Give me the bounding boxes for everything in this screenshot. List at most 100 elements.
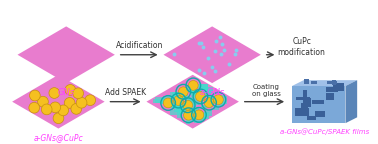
Circle shape: [41, 104, 52, 115]
Bar: [327, 81, 337, 84]
Bar: [155, 97, 164, 103]
Text: a-GNs: a-GNs: [200, 88, 225, 97]
Bar: [311, 81, 317, 84]
Circle shape: [71, 104, 82, 114]
Bar: [326, 87, 338, 92]
Bar: [205, 110, 212, 116]
Circle shape: [50, 102, 60, 113]
Bar: [180, 93, 187, 100]
Bar: [172, 92, 178, 97]
Circle shape: [194, 110, 204, 120]
Circle shape: [65, 85, 76, 95]
Circle shape: [58, 105, 68, 116]
Bar: [181, 93, 188, 98]
Bar: [328, 96, 334, 99]
Circle shape: [178, 87, 188, 97]
Bar: [179, 109, 190, 114]
Bar: [174, 96, 179, 103]
Bar: [198, 112, 203, 120]
Polygon shape: [146, 75, 239, 129]
Circle shape: [184, 110, 194, 120]
Bar: [191, 89, 197, 97]
Text: Acidification: Acidification: [115, 41, 163, 50]
Bar: [178, 93, 187, 99]
Bar: [192, 103, 197, 107]
Bar: [217, 96, 227, 104]
Circle shape: [214, 95, 223, 105]
Text: a-GNs@CuPc/SPAEK films: a-GNs@CuPc/SPAEK films: [280, 128, 369, 135]
Circle shape: [76, 97, 87, 108]
Circle shape: [189, 80, 198, 90]
Bar: [177, 112, 181, 118]
Bar: [197, 84, 208, 88]
Circle shape: [174, 96, 183, 105]
Circle shape: [73, 88, 84, 99]
Bar: [189, 109, 195, 112]
Bar: [153, 99, 160, 103]
Bar: [219, 100, 224, 106]
Bar: [307, 116, 316, 120]
Bar: [214, 105, 219, 110]
Bar: [312, 100, 324, 104]
Circle shape: [64, 97, 75, 108]
Bar: [296, 97, 310, 101]
Circle shape: [38, 96, 48, 107]
Bar: [203, 87, 208, 94]
Bar: [180, 89, 184, 92]
Circle shape: [163, 98, 173, 108]
Polygon shape: [345, 80, 357, 123]
Bar: [186, 116, 190, 124]
Bar: [326, 93, 335, 100]
Bar: [199, 99, 203, 104]
Polygon shape: [292, 80, 357, 86]
Bar: [207, 96, 212, 99]
Bar: [191, 112, 202, 119]
Polygon shape: [164, 26, 261, 83]
Bar: [210, 99, 219, 104]
Bar: [216, 95, 223, 98]
Bar: [192, 109, 197, 116]
Circle shape: [53, 113, 64, 124]
Bar: [198, 89, 202, 97]
Bar: [170, 110, 181, 115]
Bar: [163, 96, 174, 102]
Text: a-GNs@CuPc: a-GNs@CuPc: [34, 133, 83, 142]
Polygon shape: [292, 86, 345, 123]
Bar: [175, 98, 182, 103]
Bar: [204, 102, 209, 107]
Bar: [198, 112, 209, 119]
Bar: [203, 90, 213, 93]
Bar: [301, 103, 308, 111]
Bar: [304, 79, 309, 84]
Bar: [187, 116, 195, 122]
Bar: [176, 105, 186, 112]
Circle shape: [204, 98, 214, 108]
Bar: [194, 115, 202, 123]
Bar: [172, 104, 183, 109]
Bar: [161, 98, 172, 104]
Text: Add SPAEK: Add SPAEK: [105, 88, 146, 97]
Bar: [198, 115, 204, 120]
Bar: [187, 87, 192, 92]
Bar: [189, 98, 198, 105]
Bar: [174, 99, 184, 103]
Circle shape: [29, 102, 40, 113]
Bar: [189, 112, 198, 115]
Bar: [303, 98, 311, 107]
Bar: [170, 92, 180, 98]
Bar: [174, 106, 183, 112]
Bar: [187, 97, 193, 103]
Bar: [199, 84, 208, 90]
Bar: [183, 114, 189, 118]
Circle shape: [183, 100, 192, 110]
Bar: [161, 100, 172, 104]
Bar: [303, 90, 307, 97]
Bar: [204, 91, 211, 95]
Bar: [193, 95, 200, 99]
Polygon shape: [12, 75, 105, 129]
Circle shape: [85, 95, 96, 106]
Bar: [165, 102, 172, 107]
Bar: [202, 113, 207, 119]
Bar: [332, 80, 336, 85]
Bar: [315, 111, 325, 117]
